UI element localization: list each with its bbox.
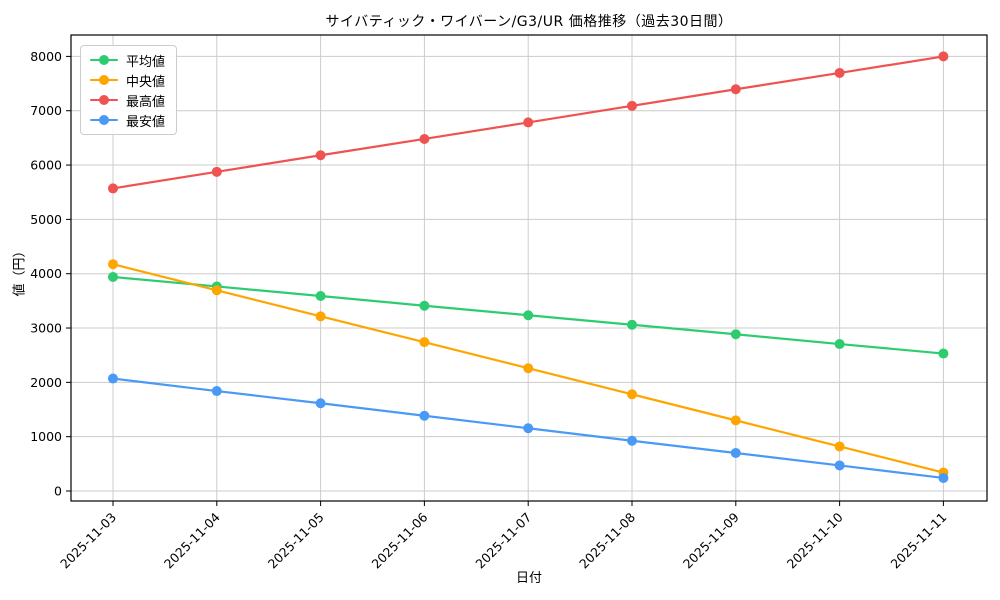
series-point-最安値 bbox=[523, 423, 534, 434]
x-tick-label: 2025-11-08 bbox=[576, 509, 638, 571]
series-point-最高値 bbox=[938, 51, 949, 62]
series-point-中央値 bbox=[627, 389, 637, 400]
series-point-中央値 bbox=[419, 337, 430, 348]
series-point-最高値 bbox=[730, 84, 741, 95]
series-point-平均値 bbox=[523, 310, 534, 321]
y-tick-label: 0 bbox=[54, 484, 62, 499]
series-point-最安値 bbox=[315, 398, 326, 409]
chart-title: サイバティック・ワイバーン/G3/UR 価格推移（過去30日間） bbox=[325, 14, 733, 30]
series-point-平均値 bbox=[108, 271, 118, 282]
series-point-中央値 bbox=[211, 285, 222, 296]
plot-border bbox=[70, 34, 988, 502]
series-point-最高値 bbox=[419, 133, 430, 144]
y-tick-label: 4000 bbox=[30, 266, 62, 281]
series-point-最高値 bbox=[627, 100, 637, 111]
legend-marker-icon bbox=[90, 93, 118, 107]
legend-marker-icon bbox=[90, 73, 118, 87]
legend-entry: 最高値 bbox=[90, 93, 166, 110]
x-tick-label: 2025-11-11 bbox=[888, 510, 950, 572]
series-point-中央値 bbox=[730, 415, 741, 426]
x-axis-label: 日付 bbox=[515, 571, 542, 586]
series-point-平均値 bbox=[938, 348, 949, 359]
series-point-中央値 bbox=[834, 441, 845, 452]
y-tick-label: 5000 bbox=[30, 212, 62, 227]
y-axis-label: 値（円） bbox=[12, 244, 28, 297]
x-tick-label: 2025-11-10 bbox=[784, 509, 846, 571]
y-tick-label: 6000 bbox=[30, 158, 62, 173]
y-tick-label: 7000 bbox=[30, 103, 62, 118]
series-point-最高値 bbox=[315, 150, 326, 161]
legend-entry: 中央値 bbox=[90, 73, 166, 90]
x-tick-label: 2025-11-09 bbox=[680, 509, 742, 571]
series-point-中央値 bbox=[108, 259, 118, 270]
series-point-最安値 bbox=[108, 373, 118, 384]
legend-entry: 平均値 bbox=[90, 53, 166, 70]
legend-label: 最高値 bbox=[126, 94, 166, 110]
series-point-中央値 bbox=[315, 311, 326, 322]
legend: 平均値中央値最高値最安値 bbox=[80, 45, 178, 135]
series-point-最安値 bbox=[419, 410, 430, 421]
legend-label: 平均値 bbox=[126, 54, 166, 70]
x-tick-label: 2025-11-05 bbox=[265, 510, 327, 572]
y-tick-label: 8000 bbox=[30, 49, 62, 64]
y-tick-label: 2000 bbox=[30, 375, 62, 390]
series-point-平均値 bbox=[834, 339, 845, 350]
legend-marker-icon bbox=[90, 113, 118, 127]
y-tick-label: 1000 bbox=[30, 429, 62, 444]
series-point-最高値 bbox=[834, 67, 845, 78]
series-point-最高値 bbox=[108, 183, 118, 194]
series-point-最高値 bbox=[523, 117, 534, 128]
series-point-最安値 bbox=[834, 460, 845, 471]
x-tick-label: 2025-11-06 bbox=[369, 509, 431, 571]
series-point-平均値 bbox=[315, 290, 326, 301]
legend-marker-icon bbox=[90, 53, 118, 67]
series-point-最高値 bbox=[211, 166, 222, 177]
series-point-中央値 bbox=[523, 363, 534, 374]
legend-entry: 最安値 bbox=[90, 113, 166, 130]
series-point-平均値 bbox=[627, 319, 637, 330]
x-tick-label: 2025-11-04 bbox=[161, 509, 223, 571]
series-point-平均値 bbox=[419, 300, 430, 311]
legend-label: 中央値 bbox=[126, 74, 166, 90]
x-tick-label: 2025-11-07 bbox=[472, 510, 534, 572]
y-tick-label: 3000 bbox=[30, 321, 62, 336]
series-point-最安値 bbox=[730, 447, 741, 458]
legend-label: 最安値 bbox=[126, 114, 166, 130]
series-point-最安値 bbox=[627, 435, 637, 446]
series-point-最安値 bbox=[938, 472, 949, 483]
x-tick-label: 2025-11-03 bbox=[57, 510, 119, 572]
series-point-最安値 bbox=[211, 386, 222, 397]
series-point-平均値 bbox=[730, 329, 741, 340]
